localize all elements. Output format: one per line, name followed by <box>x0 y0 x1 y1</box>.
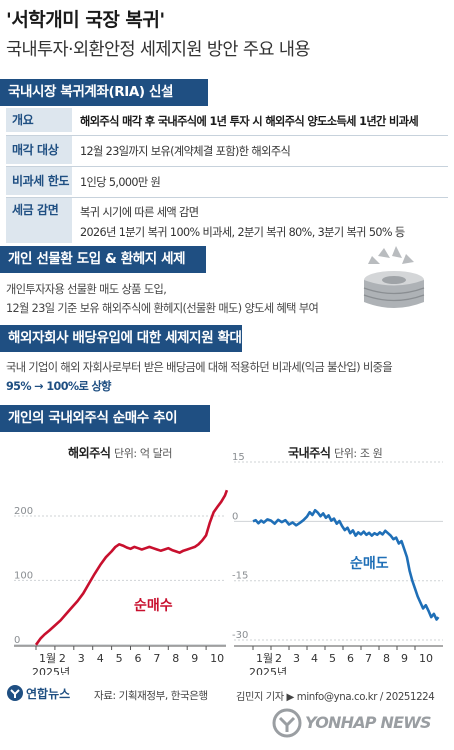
yonhap-watermark: YONHAP NEWS <box>272 708 448 738</box>
overseas-chart-title: 해외주식 단위: 억 달러 <box>68 444 172 461</box>
headline-title: '서학개미 국장 복귀' <box>6 9 165 31</box>
overseas-x-tick-label: 2 <box>59 652 66 665</box>
dividend-line-1: 국내 기업이 해외 자회사로부터 받은 배당금에 대해 적용하던 비과세(익금 … <box>6 361 393 374</box>
section-heading-hedge: 개인 선물환 도입 & 환헤지 세제 <box>0 246 206 273</box>
ria-row-value: 12월 23일까지 보유(계약체결 포함)한 해외주식 <box>80 145 291 158</box>
domestic-x-tick-label: 8 <box>383 652 390 665</box>
domestic-y-tick-label: -15 <box>232 571 248 582</box>
domestic-y-tick-label: 0 <box>232 511 238 522</box>
ria-table: 개요 해외주식 매각 후 국내주식에 1년 투자 시 해외주식 양도소득세 1년… <box>6 108 448 243</box>
domestic-series-line <box>252 509 440 621</box>
domestic-x-tick-label: 1월 <box>256 652 273 665</box>
ria-row-value: 1인당 5,000만 원 <box>80 176 161 189</box>
overseas-series-line <box>34 489 229 646</box>
section-heading-trend: 개인의 국내외주식 순매수 추이 <box>0 405 210 432</box>
domestic-x-tick-label: 2 <box>275 652 282 665</box>
hedge-line-2: 12월 23일 기준 보유 해외주식에 환헤지(선물환 매도) 양도세 혜택 부… <box>6 302 319 315</box>
overseas-net-buy-chart: 0 100 200 1월 2 3 4 5 6 7 8 9 10 2025년 순매수 <box>14 489 229 675</box>
domestic-year-label: 2025년 <box>249 666 287 675</box>
overseas-y-tick-label: 100 <box>14 570 33 581</box>
domestic-x-tick-label: 10 <box>419 652 433 665</box>
section-heading-dividend: 해외자회사 배당유입에 대한 세제지원 확대 <box>0 325 242 352</box>
dividend-line-2: 95% → 100%로 상향 <box>6 380 111 393</box>
domestic-x-tick-label: 4 <box>311 652 318 665</box>
overseas-x-tick-label: 9 <box>191 652 198 665</box>
overseas-annotation: 순매수 <box>134 598 173 614</box>
domestic-x-tick-label: 3 <box>293 652 300 665</box>
overseas-y-tick-label: 0 <box>14 635 20 646</box>
domestic-x-tick-label: 7 <box>365 652 372 665</box>
overseas-x-tick-label: 5 <box>116 652 123 665</box>
ria-row-reduction: 세금 감면 복귀 시기에 따른 세액 감면 2026년 1분기 복귀 100% … <box>6 197 448 243</box>
overseas-chart-name: 해외주식 <box>68 446 111 460</box>
source-text: 자료: 기획재정부, 한국은행 <box>94 690 208 702</box>
domestic-net-sell-chart: 15 0 -15 -30 1월 2 3 4 5 6 7 8 9 10 2025년 순매도 <box>232 452 443 675</box>
ria-row-label: 세금 감면 <box>6 198 72 243</box>
ria-row-overview: 개요 해외주식 매각 후 국내주식에 1년 투자 시 해외주식 양도소득세 1년… <box>6 108 448 132</box>
hedge-line-1: 개인투자자용 선물환 매도 상품 도입, <box>6 283 167 296</box>
credit-text: 김민지 기자 ▶ minfo@yna.co.kr / 20251224 <box>236 692 435 703</box>
yonhap-logo-text: 연합뉴스 <box>26 687 71 701</box>
domestic-annotation: 순매도 <box>350 556 389 572</box>
overseas-chart-unit: 단위: 억 달러 <box>113 447 173 460</box>
ria-row-limit: 비과세 한도 1인당 5,000만 원 <box>6 166 448 195</box>
headline-subtitle: 국내투자·외환안정 세제지원 방안 주요 내용 <box>6 40 310 60</box>
ria-row-target: 매각 대상 12월 23일까지 보유(계약체결 포함)한 해외주식 <box>6 135 448 164</box>
domestic-chart-name: 국내주식 <box>288 446 331 460</box>
overseas-x-tick-label: 8 <box>172 652 179 665</box>
domestic-x-tick-label: 5 <box>329 652 336 665</box>
section-heading-ria: 국내시장 복귀계좌(RIA) 신설 <box>0 79 208 106</box>
overseas-y-tick-label: 200 <box>14 506 33 517</box>
yonhap-logo-icon <box>7 685 23 701</box>
overseas-x-tick-label: 1월 <box>39 652 56 665</box>
watermark-icon <box>272 708 302 738</box>
watermark-text: YONHAP NEWS <box>305 713 432 732</box>
overseas-x-tick-label: 10 <box>210 652 224 665</box>
ria-row-label: 매각 대상 <box>6 136 72 164</box>
domestic-x-tick-label: 9 <box>401 652 408 665</box>
coin-stack-illustration <box>363 246 425 308</box>
ria-row-value: 복귀 시기에 따른 세액 감면 <box>80 206 199 219</box>
ria-row-value-2: 2026년 1분기 복귀 100% 비과세, 2분기 복귀 80%, 3분기 복… <box>80 226 405 239</box>
domestic-x-tick-label: 6 <box>347 652 354 665</box>
overseas-x-tick-label: 6 <box>135 652 142 665</box>
domestic-chart-unit: 단위: 조 원 <box>333 447 383 460</box>
overseas-x-tick-label: 4 <box>97 652 104 665</box>
ria-row-label: 개요 <box>6 108 72 132</box>
domestic-y-tick-label: 15 <box>232 452 245 463</box>
domestic-chart-title: 국내주식 단위: 조 원 <box>288 444 383 461</box>
overseas-x-tick-label: 7 <box>153 652 160 665</box>
overseas-x-tick-label: 3 <box>78 652 85 665</box>
ria-row-value: 해외주식 매각 후 국내주식에 1년 투자 시 해외주식 양도소득세 1년간 비… <box>80 115 419 128</box>
overseas-year-label: 2025년 <box>32 666 70 675</box>
ria-row-label: 비과세 한도 <box>6 167 72 195</box>
domestic-y-tick-label: -30 <box>232 630 248 641</box>
yonhap-logo: 연합뉴스 <box>6 684 70 702</box>
